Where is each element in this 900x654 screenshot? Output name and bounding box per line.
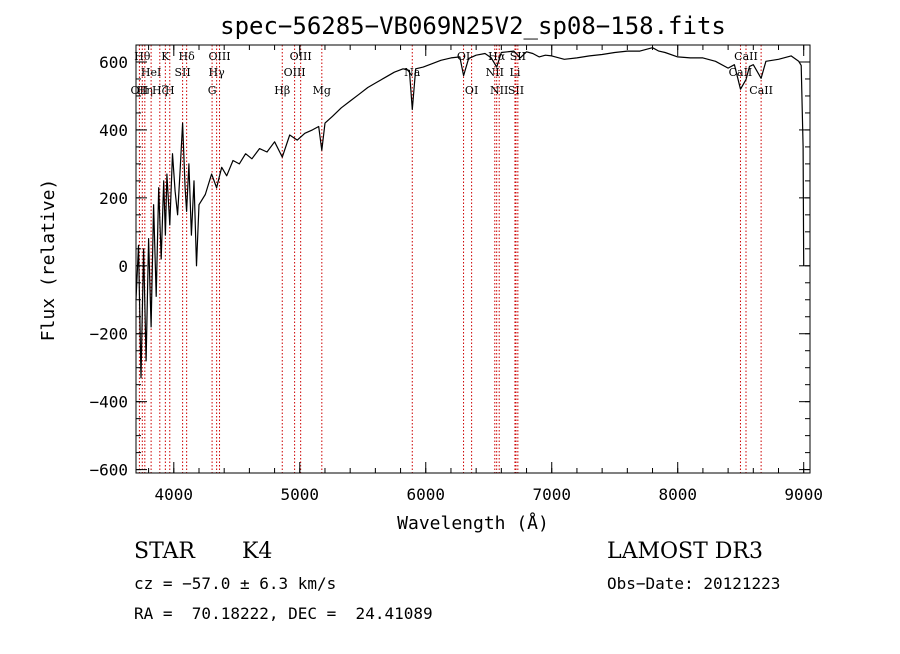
redshift-readout: cz = −57.0 ± 6.3 km/s	[134, 574, 337, 593]
y-axis-label: Flux (relative)	[38, 179, 59, 342]
y-tick-label: 0	[118, 257, 128, 276]
spectral-line-label: G	[208, 84, 217, 97]
y-tick-label: 200	[99, 189, 128, 208]
spectrum-layer	[135, 47, 805, 379]
spectral-line-label: OII	[131, 84, 149, 97]
x-tick-label: 4000	[155, 485, 194, 504]
spectral-line-label: NII	[490, 84, 508, 97]
x-tick-label: 6000	[406, 485, 445, 504]
spectral-line-label: K	[161, 50, 170, 63]
plot-frame	[135, 44, 811, 474]
y-tick-label: 600	[99, 53, 128, 72]
spectral-line-label: SII	[510, 50, 526, 63]
object-subclass: K4	[242, 539, 273, 564]
spectral-line-label: CaII	[749, 84, 773, 97]
spectral-line-label: SII	[508, 84, 524, 97]
spectral-line-label: Hβ	[274, 84, 290, 97]
object-class: STAR	[134, 539, 195, 564]
x-tick-label: 9000	[784, 485, 823, 504]
spectral-line-label: OIII	[208, 50, 230, 63]
spectral-lines-layer: OII Hθ Hη HeI Hζ K H SII Hδ G Hγ OIII Hβ OIII OIII Mg Na…	[131, 45, 773, 473]
spectral-line-label: CaII	[729, 66, 753, 79]
spectral-line-label: SII	[174, 66, 190, 79]
obs-date: Obs−Date: 20121223	[607, 574, 781, 593]
y-tick-label: −400	[89, 393, 128, 412]
spectrum-line	[135, 47, 805, 379]
axes-layer: 4000 5000 6000 7000 8000 9000 −600 −400 −200 0 200…	[89, 44, 823, 504]
spectral-line-label: HeI	[141, 66, 161, 79]
coordinates: RA = 70.18222, DEC = 24.41089	[134, 604, 433, 623]
spectral-line-label: OIII	[284, 66, 306, 79]
spectral-line-label: CaII	[734, 50, 758, 63]
y-tick-label: −600	[89, 461, 128, 480]
spectral-line-label: Hθ	[134, 50, 151, 63]
x-tick-label: 8000	[658, 485, 697, 504]
chart-title: spec−56285−VB069N25V2_sp08−158.fits	[220, 12, 726, 40]
spectral-line-label: Li	[510, 66, 521, 79]
x-tick-label: 5000	[281, 485, 320, 504]
spectral-line-label: Mg	[313, 84, 331, 97]
spectral-line-label: OI	[465, 84, 478, 97]
x-axis-label: Wavelength (Å)	[397, 512, 549, 534]
spectral-line-label: Hδ	[179, 50, 196, 63]
spectral-line-label: Hη	[137, 84, 153, 97]
spectral-line-label: Hγ	[209, 66, 226, 79]
spectral-line-label: H	[165, 84, 175, 97]
spectral-line-label: Hζ	[152, 84, 168, 97]
spectral-line-label: Na	[404, 66, 421, 79]
y-tick-label: −200	[89, 325, 128, 344]
spectral-line-label: NII	[486, 66, 504, 79]
y-tick-label: 400	[99, 121, 128, 140]
survey-name: LAMOST DR3	[607, 539, 763, 564]
spectral-line-label: OIII	[290, 50, 312, 63]
x-tick-label: 7000	[532, 485, 571, 504]
